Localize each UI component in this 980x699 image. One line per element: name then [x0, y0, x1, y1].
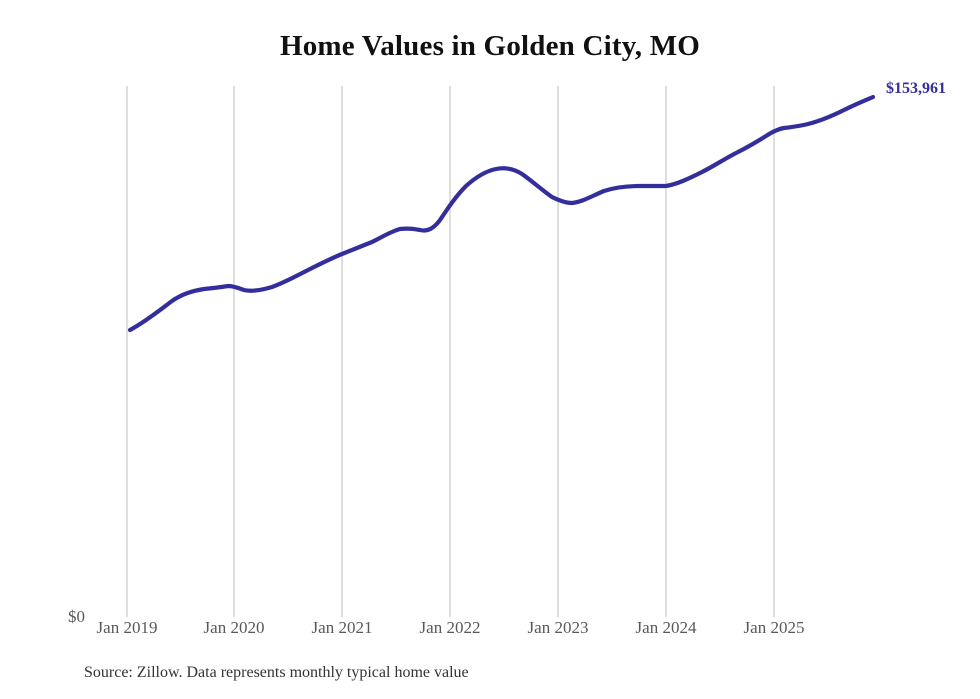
page-title: Home Values in Golden City, MO [279, 30, 701, 62]
x-tick-label-6: Jan 2025 [743, 618, 805, 637]
x-tick-label-1: Jan 2020 [203, 618, 265, 637]
x-tick-label-5: Jan 2024 [635, 618, 697, 637]
source-note: Source: Zillow. Data represents monthly … [84, 664, 469, 681]
x-tick-label-0: Jan 2019 [96, 618, 158, 637]
gridlines [126, 86, 775, 617]
end-value-annotation: $153,961 [886, 80, 946, 97]
x-tick-label-3: Jan 2022 [419, 618, 481, 637]
x-tick-label-4: Jan 2023 [527, 618, 589, 637]
series-line-typical-home-value [127, 94, 876, 333]
x-tick-label-2: Jan 2021 [311, 618, 373, 637]
y-axis-zero-label: $0 [68, 607, 85, 626]
